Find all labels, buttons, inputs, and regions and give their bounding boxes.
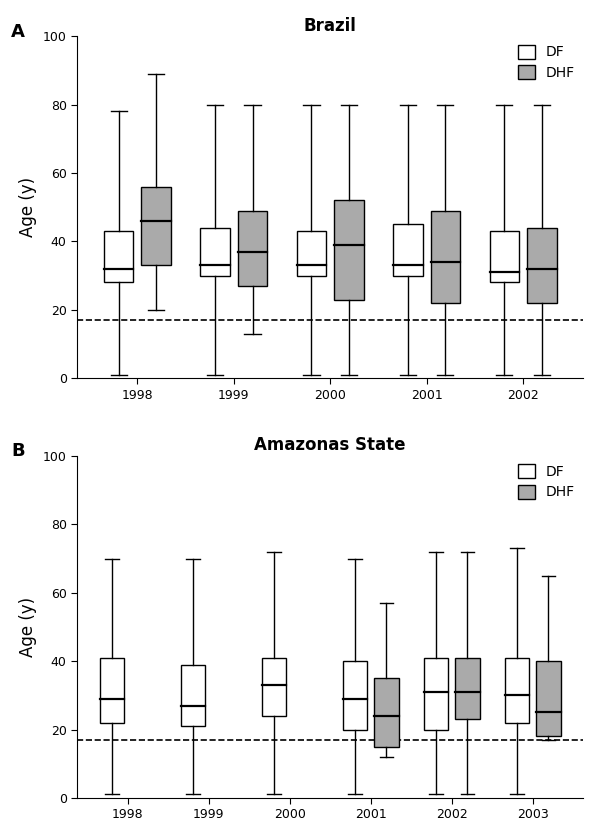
Bar	[181, 665, 205, 726]
Bar	[424, 658, 448, 730]
Bar	[200, 228, 230, 276]
Bar	[455, 658, 480, 719]
Bar	[527, 228, 557, 303]
Bar	[393, 225, 422, 276]
Legend: DF, DHF: DF, DHF	[512, 458, 581, 505]
Bar	[431, 210, 460, 303]
Bar	[104, 231, 133, 282]
Bar	[238, 210, 267, 286]
Bar	[490, 231, 519, 282]
Bar	[343, 661, 367, 730]
Bar	[262, 658, 286, 716]
Title: Brazil: Brazil	[304, 17, 356, 34]
Legend: DF, DHF: DF, DHF	[512, 39, 581, 85]
Title: Amazonas State: Amazonas State	[254, 437, 406, 454]
Bar	[142, 187, 171, 266]
Text: A: A	[11, 23, 25, 40]
Bar	[536, 661, 561, 737]
Bar	[297, 231, 326, 276]
Bar	[100, 658, 124, 722]
Bar	[334, 200, 364, 299]
Bar	[374, 678, 399, 747]
Y-axis label: Age (y): Age (y)	[19, 597, 37, 657]
Text: B: B	[11, 442, 25, 460]
Y-axis label: Age (y): Age (y)	[19, 177, 37, 237]
Bar	[505, 658, 529, 722]
